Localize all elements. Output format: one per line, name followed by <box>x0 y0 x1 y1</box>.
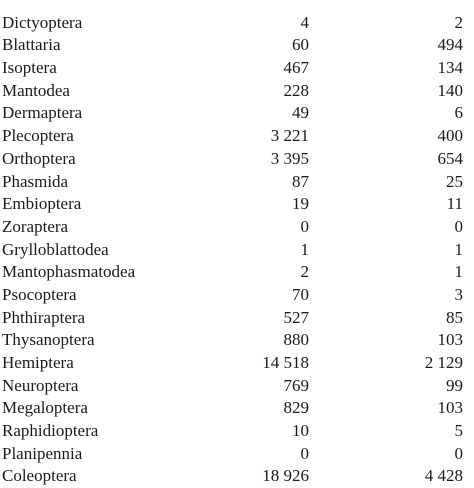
value-col2: 140 <box>437 80 464 100</box>
value-col1: 527 <box>283 307 310 327</box>
table-row: Orthoptera 3 395 654 <box>0 148 474 171</box>
table-row: Grylloblattodea 1 1 <box>0 239 474 262</box>
value-col2: 2 129 <box>424 353 463 372</box>
value-col1: 87 <box>292 171 309 191</box>
order-name: Embioptera <box>2 194 82 214</box>
order-name: Phasmida <box>2 171 69 191</box>
value-col1: 0 <box>300 443 310 463</box>
order-name: Raphidioptera <box>2 421 99 441</box>
order-name: Mantophasmatodea <box>2 262 136 282</box>
value-col2: 3 <box>454 284 464 304</box>
table-row: Coleoptera 18 926 4 428 <box>0 465 474 488</box>
value-col2: 4 428 <box>424 466 463 486</box>
table-row: Neuroptera 769 99 <box>0 375 474 398</box>
value-col2: 25 <box>446 171 463 191</box>
value-col1: 3 395 <box>270 148 309 168</box>
table-row: Raphidioptera 10 5 <box>0 420 474 443</box>
order-name: Grylloblattodea <box>2 239 109 259</box>
table-row: Plecoptera 3 221 400 <box>0 125 474 148</box>
value-col1: 70 <box>292 284 309 304</box>
table-row: Embioptera 19 11 <box>0 193 474 216</box>
table-row: Phasmida 87 25 <box>0 171 474 194</box>
table-header-row <box>0 0 474 12</box>
table-row: Mantophasmatodea 2 1 <box>0 261 474 284</box>
value-col1: 60 <box>292 35 309 55</box>
value-col2: 134 <box>437 58 464 78</box>
table-row: Mantodea 228 140 <box>0 80 474 103</box>
value-col1: 1 <box>300 239 310 259</box>
table-row: Dermaptera 49 6 <box>0 102 474 125</box>
table-row: Phthiraptera 527 85 <box>0 307 474 330</box>
value-col1: 769 <box>283 375 310 395</box>
value-col2: 11 <box>446 194 463 214</box>
value-col1: 228 <box>283 80 310 100</box>
value-col1: 829 <box>283 398 310 418</box>
value-col1: 2 <box>300 262 310 282</box>
value-col2: 2 <box>454 12 464 32</box>
table-row: Psocoptera 70 3 <box>0 284 474 307</box>
order-name: Psocoptera <box>2 284 77 304</box>
value-col1: 4 <box>300 12 310 32</box>
table-row: Isoptera 467 134 <box>0 57 474 80</box>
order-name: Phthiraptera <box>2 307 86 327</box>
order-name: Orthoptera <box>2 148 76 168</box>
value-col1: 10 <box>292 421 309 441</box>
value-col1: 18 926 <box>262 466 309 486</box>
order-name: Neuroptera <box>2 375 79 395</box>
value-col2: 0 <box>454 216 464 236</box>
order-name: Hemiptera <box>2 353 74 372</box>
table-row: Zoraptera 0 0 <box>0 216 474 239</box>
value-col2: 6 <box>454 103 464 123</box>
value-col2: 400 <box>437 126 464 146</box>
value-col2: 103 <box>437 398 464 418</box>
table-row: Blattaria 60 494 <box>0 34 474 57</box>
table-row: Planipennia 0 0 <box>0 443 474 466</box>
value-col1: 19 <box>292 194 309 214</box>
value-col1: 3 221 <box>270 126 309 146</box>
value-col1: 880 <box>283 330 310 350</box>
value-col2: 1 <box>454 239 464 259</box>
value-col2: 0 <box>454 443 464 463</box>
value-col1: 14 518 <box>262 353 309 372</box>
value-col1: 0 <box>300 216 310 236</box>
order-name: Mantodea <box>2 80 70 100</box>
order-name: Plecoptera <box>2 126 74 146</box>
value-col2: 103 <box>437 330 464 350</box>
order-name: Dermaptera <box>2 103 83 123</box>
value-col2: 85 <box>446 307 463 327</box>
order-name: Dictyoptera <box>2 12 83 32</box>
value-col2: 654 <box>437 148 464 168</box>
value-col1: 467 <box>283 58 310 78</box>
table-row: Thysanoptera 880 103 <box>0 329 474 352</box>
order-name: Isoptera <box>2 58 57 78</box>
table-row: Dictyoptera 4 2 <box>0 12 474 35</box>
order-name: Thysanoptera <box>2 330 95 350</box>
value-col2: 5 <box>454 421 464 441</box>
order-name: Megaloptera <box>2 398 88 418</box>
table-row: Hemiptera 14 518 2 129 <box>0 352 474 375</box>
table-row: Megaloptera 829 103 <box>0 397 474 420</box>
value-col2: 494 <box>437 35 464 55</box>
order-name: Zoraptera <box>2 216 69 236</box>
order-name: Coleoptera <box>2 466 77 486</box>
order-name: Blattaria <box>2 35 61 55</box>
value-col2: 99 <box>446 375 463 395</box>
value-col1: 49 <box>292 103 309 123</box>
value-col2: 1 <box>454 262 464 282</box>
order-name: Planipennia <box>2 443 83 463</box>
